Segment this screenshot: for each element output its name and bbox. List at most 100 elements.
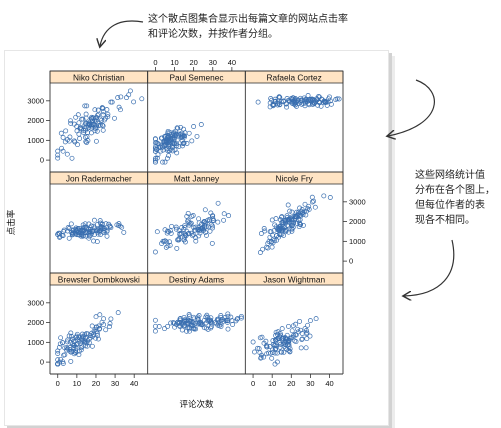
data-point (302, 201, 308, 207)
data-point (259, 352, 264, 358)
data-point (215, 200, 221, 206)
data-point (152, 317, 158, 323)
data-point (274, 237, 280, 243)
data-point (75, 112, 81, 118)
data-point (84, 229, 90, 235)
data-point (309, 199, 315, 205)
data-point (165, 228, 171, 234)
data-point (281, 349, 287, 355)
data-point (220, 319, 226, 325)
panel-jon-radermacher: Jon Radermacher (49, 171, 149, 245)
data-point (152, 328, 158, 334)
data-point (131, 99, 137, 105)
data-point (258, 231, 264, 236)
data-point (167, 242, 173, 248)
data-point (289, 335, 294, 341)
data-point (229, 318, 235, 324)
data-point (89, 343, 95, 349)
data-point (305, 206, 311, 212)
data-point (163, 244, 169, 250)
data-point (274, 233, 280, 238)
data-point (70, 230, 76, 236)
data-point (154, 147, 159, 153)
data-point (152, 156, 158, 161)
data-point (224, 318, 230, 323)
data-point (116, 104, 122, 110)
data-point (289, 209, 295, 215)
data-point (191, 225, 197, 231)
data-point (286, 323, 291, 329)
x-tick-label: 0 (153, 58, 157, 67)
data-point (257, 250, 263, 255)
data-point (95, 336, 101, 342)
data-point (181, 140, 187, 146)
data-point (196, 233, 202, 239)
data-point (165, 128, 171, 134)
x-tick-label: 30 (111, 379, 119, 388)
data-point (257, 335, 263, 341)
data-point (289, 328, 295, 334)
data-point (78, 347, 84, 353)
data-point (91, 217, 97, 223)
panel-destiny-adams: Destiny Adams (147, 272, 246, 334)
data-point (64, 339, 70, 345)
data-point (181, 133, 187, 139)
data-point (260, 246, 266, 252)
y-tick-label: 1000 (349, 237, 366, 246)
data-point (93, 125, 99, 131)
data-point (56, 344, 62, 350)
data-point (71, 351, 77, 357)
data-point (187, 221, 193, 227)
data-point (185, 210, 191, 216)
data-point (154, 229, 160, 235)
data-point (270, 102, 276, 108)
data-point (60, 148, 66, 154)
data-point (74, 342, 80, 348)
data-point (97, 312, 103, 318)
data-point (185, 320, 191, 326)
data-point (220, 317, 225, 322)
data-point (289, 223, 295, 229)
data-point (281, 98, 287, 104)
data-point (121, 229, 127, 235)
data-point (86, 340, 92, 346)
data-point (285, 202, 291, 208)
data-point (218, 313, 224, 318)
data-point (166, 229, 172, 235)
data-point (152, 136, 158, 142)
data-point (119, 224, 125, 230)
data-point (327, 195, 333, 200)
data-point (306, 203, 312, 209)
data-point (159, 135, 165, 141)
data-point (191, 124, 197, 129)
data-point (156, 324, 162, 329)
data-point (107, 321, 113, 327)
data-point (252, 349, 257, 355)
data-point (103, 115, 109, 121)
data-point (152, 144, 158, 150)
data-point (182, 234, 188, 240)
data-point (284, 104, 290, 110)
data-point (273, 333, 279, 338)
data-point (118, 94, 124, 100)
data-point (58, 130, 64, 136)
data-point (101, 316, 107, 322)
data-point (321, 193, 327, 199)
data-point (289, 228, 295, 234)
data-point (55, 152, 61, 158)
data-point (89, 323, 95, 329)
data-point (164, 140, 170, 145)
data-point (126, 92, 132, 98)
data-point (270, 101, 276, 107)
data-point (164, 239, 170, 245)
data-point (282, 345, 288, 351)
data-point (69, 155, 75, 161)
data-point (152, 146, 158, 152)
data-point (172, 141, 178, 147)
data-point (89, 231, 95, 237)
data-point (78, 227, 84, 233)
data-point (127, 88, 133, 94)
data-point (194, 133, 200, 139)
data-point (82, 339, 87, 345)
data-point (223, 318, 229, 323)
